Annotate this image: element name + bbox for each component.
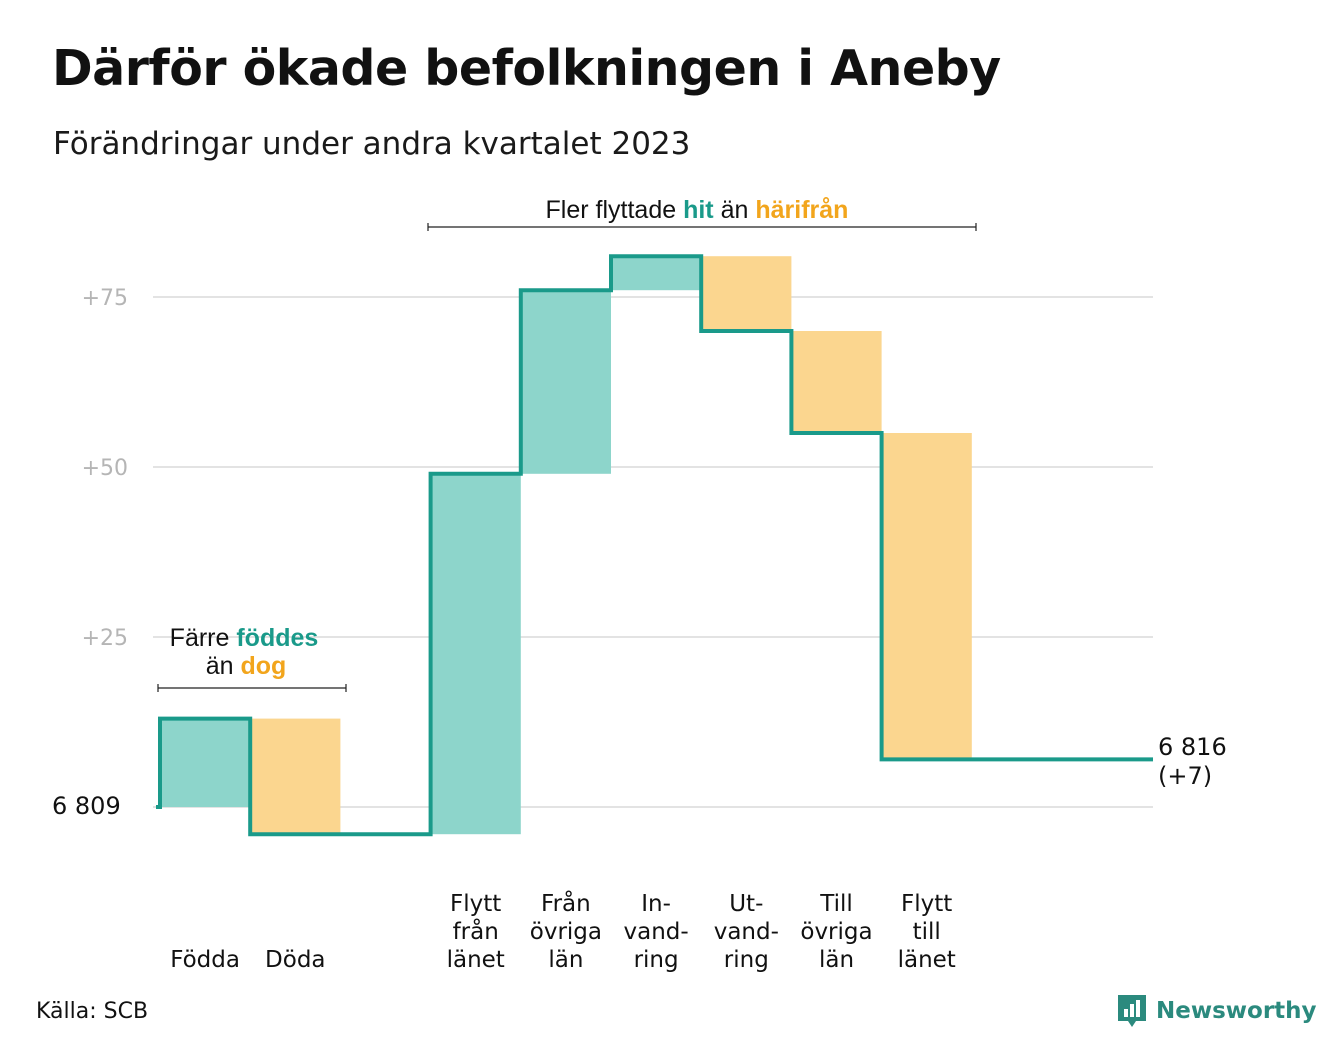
end-change-label: (+7) (1158, 762, 1212, 790)
annotation-highlight-orange: härifrån (755, 196, 848, 224)
bar-decrease (250, 718, 341, 835)
bars (160, 256, 972, 835)
x-category-label: Flytt från länet (447, 891, 505, 973)
running-total-line (156, 254, 1153, 837)
start-value-label: 6 809 (52, 792, 121, 820)
y-tick-label: +75 (82, 286, 128, 311)
annotation-highlight-orange: dog (240, 652, 286, 680)
annotation-prefix: Fler flyttade (546, 196, 677, 224)
brand-logo[interactable]: Newsworthy (1116, 993, 1317, 1029)
bar-increase (160, 718, 251, 807)
bar-decrease (791, 331, 882, 433)
x-category-label: Ut-vand-ring (714, 891, 779, 973)
annotation-prefix: än (206, 652, 234, 680)
bar-decrease (881, 433, 972, 760)
annotation-highlight-teal: föddes (236, 624, 318, 652)
x-category-label: Från övriga län (530, 889, 602, 973)
y-tick-labels: +25 +50 +75 (82, 286, 128, 651)
annotation-mid: än (721, 196, 749, 224)
y-tick-label: +25 (82, 626, 128, 651)
svg-text:Fler flyttade hit: Fler flyttade hit än härifrån (546, 196, 849, 224)
chart-subtitle: Förändringar under andra kvartalet 2023 (53, 126, 691, 162)
step-line (156, 254, 1153, 837)
annotation-births-deaths: Färre föddes än dog (157, 624, 347, 692)
y-tick-label: +50 (82, 456, 128, 481)
x-category-label: Döda (265, 947, 325, 973)
brand-name: Newsworthy (1156, 998, 1317, 1024)
annotation-migration: Fler flyttade hit än härifrån (427, 196, 977, 231)
bar-decrease (701, 256, 792, 331)
x-category-label: Födda (170, 947, 240, 973)
x-category-label: In-vand-ring (624, 891, 689, 973)
chart-title: Därför ökade befolkningen i Aneby (52, 40, 1001, 97)
annotation-prefix: Färre (170, 624, 230, 652)
x-category-label: Flytt till länet (898, 891, 956, 973)
svg-text:än dog: än dog (206, 652, 287, 680)
end-value-label: 6 816 (1158, 733, 1227, 761)
source-note: Källa: SCB (36, 999, 149, 1024)
bar-increase (430, 473, 521, 835)
newsworthy-logo-icon (1118, 995, 1146, 1027)
svg-text:Färre föddes: Färre föddes (170, 624, 319, 652)
x-category-label: Till övriga län (800, 891, 872, 973)
bar-increase (611, 256, 702, 291)
bar-increase (520, 290, 611, 474)
annotation-highlight-teal: hit (683, 196, 714, 224)
x-category-labels: Födda Döda Flytt från länet Från övriga län In-v… (170, 889, 956, 973)
